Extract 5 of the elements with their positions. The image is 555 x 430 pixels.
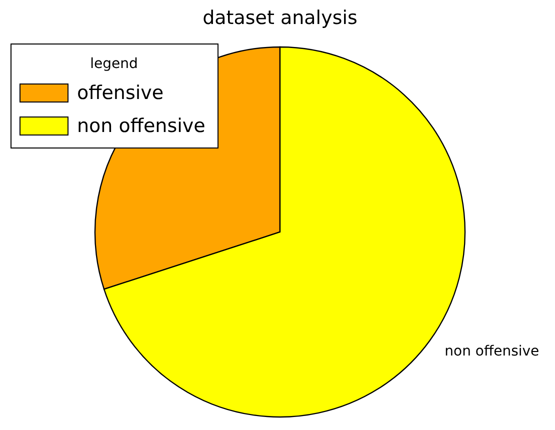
slice-label: non offensive xyxy=(444,343,540,360)
legend-label: offensive xyxy=(77,82,164,104)
legend-title: legend xyxy=(90,56,138,72)
legend-label: non offensive xyxy=(77,115,206,138)
chart-title: dataset analysis xyxy=(202,7,358,29)
